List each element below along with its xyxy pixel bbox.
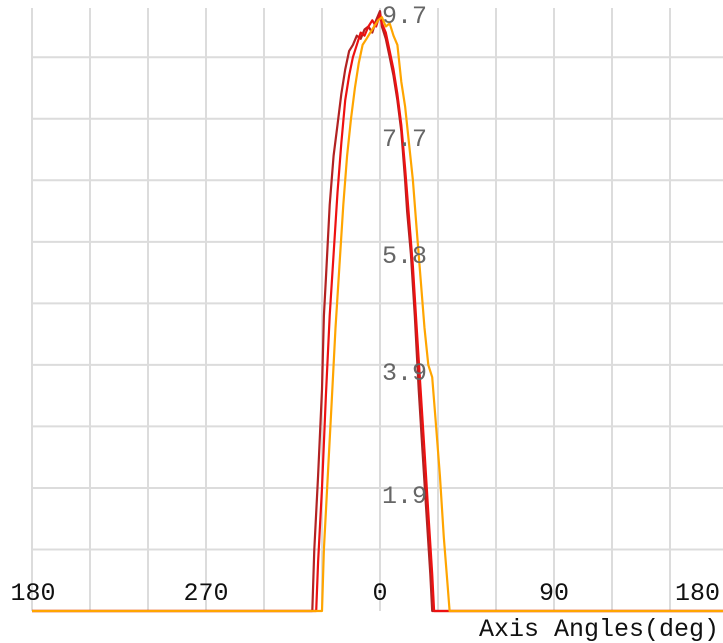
y-tick-label: 1.9 — [382, 482, 427, 511]
x-axis-title: Axis Angles(deg) — [479, 615, 719, 643]
series-line-2 — [32, 13, 723, 613]
x-tick-label: 180 — [10, 579, 55, 608]
y-tick-label: 9.7 — [382, 2, 427, 31]
grid — [31, 8, 723, 611]
series-line-3 — [32, 16, 723, 613]
x-tick-label: 180 — [675, 579, 720, 608]
y-tick-label: 5.8 — [382, 242, 427, 271]
x-tick-label: 270 — [183, 579, 228, 608]
y-tick-label: 3.9 — [382, 359, 427, 388]
series-layer — [32, 10, 723, 613]
x-tick-label: 90 — [539, 579, 569, 608]
series-line-1 — [32, 10, 723, 613]
labels: 180 270 0 90 180 1.9 3.9 5.8 7.7 9.7 Axis Angles(d… — [10, 2, 720, 643]
y-tick-label: 7.7 — [382, 125, 427, 154]
x-tick-label: 0 — [372, 579, 387, 608]
